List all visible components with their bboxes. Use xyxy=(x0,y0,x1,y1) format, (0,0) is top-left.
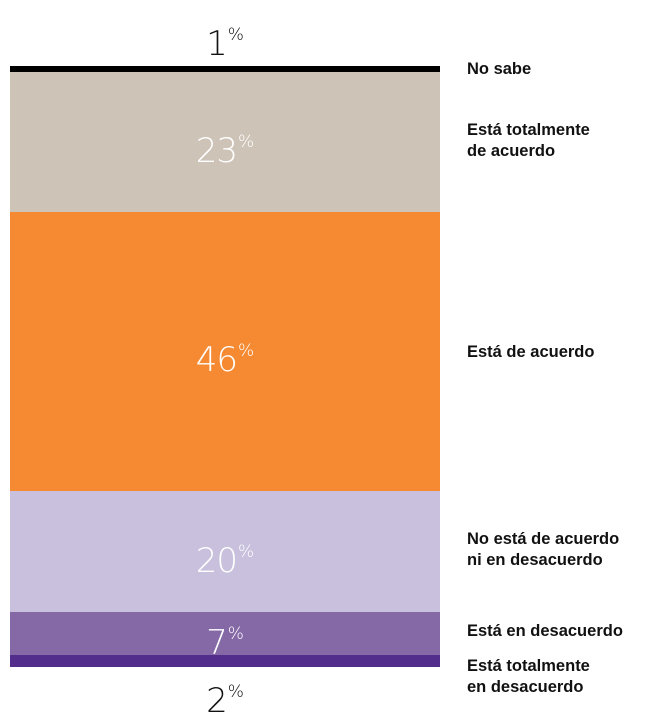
category-label-no-sabe: No sabe xyxy=(467,60,532,78)
bar-segment-no-sabe xyxy=(10,66,440,73)
bar-segment-ni-acuerdo-ni-desacuerdo xyxy=(10,490,440,613)
percent-sign: % xyxy=(227,25,244,45)
percent-sign: % xyxy=(238,541,255,562)
category-label-en-desacuerdo: Está en desacuerdo xyxy=(467,622,623,640)
value-number: 7 xyxy=(206,622,228,663)
value-number: 2 xyxy=(206,681,228,721)
value-label-totalmente-en-desacuerdo: 2% xyxy=(10,675,440,718)
value-label-de-acuerdo: 46% xyxy=(10,334,440,377)
value-label-no-sabe: 1% xyxy=(10,18,440,61)
category-label-totalmente-en-desacuerdo: Está totalmente en desacuerdo xyxy=(467,657,590,696)
category-label-totalmente-de-acuerdo: Está totalmente de acuerdo xyxy=(467,121,590,160)
value-label-en-desacuerdo: 7% xyxy=(10,617,440,660)
percent-sign: % xyxy=(227,623,244,644)
bar-segment-de-acuerdo xyxy=(10,211,440,491)
value-number: 46 xyxy=(195,340,238,381)
value-label-totalmente-de-acuerdo: 23% xyxy=(10,125,440,168)
bar-segment-en-desacuerdo xyxy=(10,612,440,655)
category-label-de-acuerdo: Está de acuerdo xyxy=(467,343,595,361)
bar-segment-totalmente-en-desacuerdo xyxy=(10,654,440,667)
percent-sign: % xyxy=(238,131,255,152)
bar-segment-totalmente-de-acuerdo xyxy=(10,72,440,212)
value-number: 20 xyxy=(195,540,238,581)
category-label-ni-acuerdo-ni-desacuerdo: No está de acuerdo ni en desacuerdo xyxy=(467,530,620,569)
percent-sign: % xyxy=(227,682,244,702)
percent-sign: % xyxy=(238,341,255,362)
value-number: 23 xyxy=(195,130,238,171)
value-number: 1 xyxy=(206,24,228,64)
value-label-ni-acuerdo-ni-desacuerdo: 20% xyxy=(10,535,440,578)
